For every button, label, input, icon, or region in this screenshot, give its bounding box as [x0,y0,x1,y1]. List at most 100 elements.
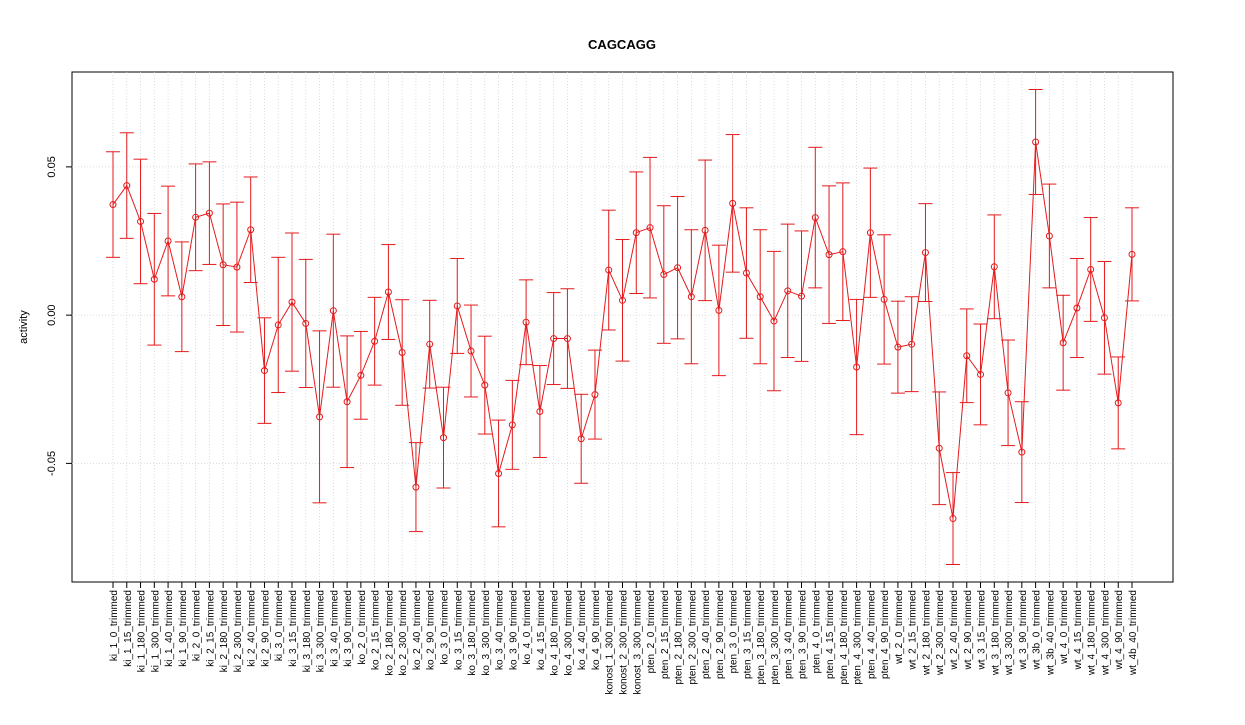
y-axis-label: activity [18,310,30,344]
errorbar-layer [106,88,1139,566]
data-point [1018,448,1026,456]
data-point [453,302,461,310]
y-axis: -0.05 0.00 0.05 [46,156,72,476]
point-layer [109,138,1136,523]
x-tick-label: ki_2_300_trimmed [233,590,244,672]
data-point [398,349,406,356]
x-tick-label: ki_1_300_trimmed [150,590,161,672]
x-tick-label: wt_4_15_trimmed [1073,590,1084,670]
data-point [949,515,957,523]
data-point [137,217,145,225]
data-point [1087,265,1095,273]
x-tick-label: konost_1_300_trimmed [605,590,616,695]
x-tick-label: pten_2_90_trimmed [715,590,726,679]
x-tick-label: ki_2_90_trimmed [260,590,271,667]
x-tick-label: ko_2_15_trimmed [371,590,382,670]
data-point [123,182,131,190]
x-tick-label: ko_3_90_trimmed [508,590,519,670]
x-tick-label: ki_3_90_trimmed [343,590,354,667]
data-point [646,224,654,232]
x-tick-label: pten_3_40_trimmed [784,590,795,679]
data-point [1100,314,1108,322]
x-tick-label: ki_1_0_trimmed [109,590,120,661]
data-point [811,214,819,222]
x-tick-label: pten_4_180_trimmed [839,590,850,685]
x-tick-label: konost_2_300_trimmed [619,590,630,695]
data-point [343,398,351,406]
x-tick-label: pten_2_300_trimmed [687,590,698,685]
x-tick-label: ko_4_0_trimmed [522,590,533,664]
data-point [963,352,971,360]
data-point [288,298,296,306]
data-point [219,261,227,269]
x-tick-label: ki_3_300_trimmed [316,590,327,672]
x-tick-label: wt_4_0_trimmed [1059,590,1070,665]
data-point [481,381,489,389]
x-tick-label: pten_4_40_trimmed [866,590,877,679]
x-tick-label: wt_3_90_trimmed [1018,590,1029,670]
x-tick-label: wt_3b_0_trimmed [1032,590,1043,670]
data-point [591,391,599,399]
x-tick-label: pten_2_180_trimmed [674,590,685,685]
x-tick-label: ki_1_180_trimmed [137,590,148,672]
x-tick-label: ki_2_180_trimmed [219,590,230,672]
series-line [112,141,1133,519]
data-point [866,229,874,237]
x-tick-label: wt_4_180_trimmed [1087,590,1098,676]
x-tick-label: wt_4b_40_trimmed [1128,590,1139,676]
x-tick-label: pten_3_0_trimmed [729,590,740,673]
x-tick-label: ki_2_15_trimmed [205,590,216,667]
x-tick-label: pten_2_0_trimmed [646,590,657,673]
data-point [825,251,833,259]
data-point [605,266,613,274]
data-point [439,434,447,442]
data-point [384,288,392,296]
data-point [921,249,929,257]
x-tick-label: wt_2_300_trimmed [935,590,946,676]
x-tick-label: pten_3_15_trimmed [742,590,753,679]
x-tick-label: pten_3_90_trimmed [798,590,809,679]
data-point [880,295,888,303]
x-tick-label: wt_3_300_trimmed [1004,590,1015,676]
data-point [894,343,902,351]
x-tick-label: pten_4_0_trimmed [811,590,822,673]
chart-title: CAGCAGG [588,37,656,52]
data-point [233,263,241,271]
data-point [908,340,916,348]
data-point [412,483,420,491]
x-tick-label: ko_3_15_trimmed [453,590,464,670]
data-point [260,367,268,375]
data-point [1073,304,1081,312]
x-tick-label: konost_3_300_trimmed [632,590,643,695]
x-tick-label: ki_2_40_trimmed [247,590,258,667]
x-tick-label: ki_3_40_trimmed [329,590,340,667]
data-point [316,413,324,421]
x-tick-label: wt_2_90_trimmed [963,590,974,670]
data-point [329,307,337,315]
data-point [247,226,255,234]
x-tick-label: ko_2_40_trimmed [412,590,423,670]
data-point [426,340,434,348]
y-tick-label: 0.00 [46,304,58,325]
x-tick-label: ki_3_15_trimmed [288,590,299,667]
x-tick-label: pten_2_15_trimmed [660,590,671,679]
x-tick-label: wt_3b_40_trimmed [1045,590,1056,676]
x-tick-label: ko_3_0_trimmed [439,590,450,664]
data-point [1004,389,1012,397]
data-point [550,335,558,343]
data-point [536,408,544,416]
data-point [1114,399,1122,407]
x-tick-label: wt_2_0_trimmed [894,590,905,665]
data-point [798,292,806,300]
x-tick-label: ko_4_300_trimmed [563,590,574,676]
x-tick-label: pten_4_90_trimmed [880,590,891,679]
x-tick-label: ko_2_180_trimmed [384,590,395,676]
data-point [467,347,475,355]
x-tick-label: pten_3_180_trimmed [756,590,767,685]
data-point [522,318,530,326]
x-tick-label: wt_4_300_trimmed [1100,590,1111,676]
data-point [274,321,282,329]
data-point [192,213,200,221]
data-point [784,287,792,295]
